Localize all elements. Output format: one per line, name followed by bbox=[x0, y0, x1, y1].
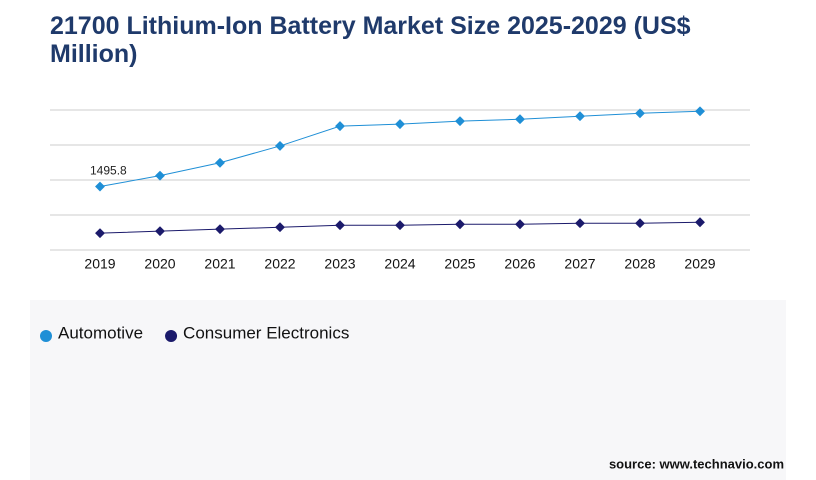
x-tick-label: 2025 bbox=[444, 256, 475, 272]
legend-label: Consumer Electronics bbox=[183, 323, 349, 342]
x-tick-label: 2028 bbox=[624, 256, 655, 272]
x-tick-label: 2027 bbox=[564, 256, 595, 272]
data-point bbox=[155, 170, 165, 181]
data-point bbox=[395, 220, 405, 231]
data-point bbox=[575, 111, 585, 122]
data-point bbox=[215, 157, 225, 168]
data-point bbox=[695, 106, 705, 117]
chart-title: 21700 Lithium-Ion Battery Market Size 20… bbox=[50, 12, 691, 68]
data-point bbox=[455, 219, 465, 230]
legend-label: Automotive bbox=[58, 323, 143, 342]
data-point bbox=[575, 218, 585, 229]
data-point bbox=[335, 121, 345, 132]
data-point bbox=[455, 116, 465, 127]
x-tick-label: 2023 bbox=[324, 256, 355, 272]
source: source: www.technavio.com bbox=[609, 456, 784, 471]
data-point bbox=[395, 119, 405, 130]
data-point bbox=[275, 222, 285, 233]
x-tick-label: 2029 bbox=[684, 256, 715, 272]
data-point bbox=[95, 228, 105, 239]
data-point bbox=[515, 114, 525, 125]
data-point bbox=[515, 219, 525, 230]
data-point bbox=[635, 218, 645, 229]
data-label: 1495.8 bbox=[90, 164, 127, 178]
x-tick-label: 2020 bbox=[144, 256, 175, 272]
data-point bbox=[95, 181, 105, 192]
title-box: 21700 Lithium-Ion Battery Market Size 20… bbox=[50, 12, 691, 68]
data-point bbox=[215, 224, 225, 235]
x-tick-label: 2026 bbox=[504, 256, 535, 272]
data-point bbox=[155, 226, 165, 237]
x-tick-label: 2024 bbox=[384, 256, 415, 272]
footer-panel bbox=[30, 300, 786, 480]
data-point bbox=[275, 140, 285, 151]
x-tick-label: 2022 bbox=[264, 256, 295, 272]
legend-marker bbox=[40, 330, 52, 342]
x-tick-label: 2021 bbox=[204, 256, 235, 272]
legend-marker bbox=[165, 330, 178, 342]
data-point bbox=[695, 217, 705, 228]
data-point bbox=[335, 220, 345, 231]
data-point bbox=[635, 108, 645, 119]
x-tick-label: 2019 bbox=[84, 256, 115, 272]
